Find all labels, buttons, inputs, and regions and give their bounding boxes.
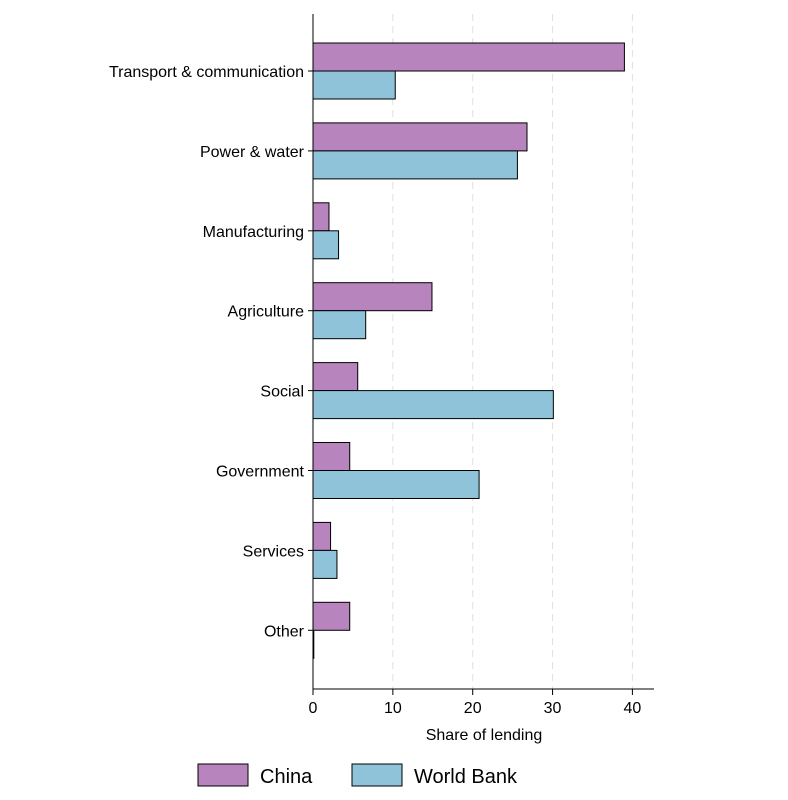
legend-swatch bbox=[351, 763, 403, 787]
x-axis-title: Share of lending bbox=[426, 727, 543, 744]
bar-world-bank bbox=[312, 230, 340, 260]
bar-china bbox=[312, 42, 625, 72]
category-label: Power & water bbox=[200, 144, 305, 161]
gridlines bbox=[392, 14, 633, 689]
legend-label: World Bank bbox=[414, 766, 518, 788]
category-label: Services bbox=[243, 543, 304, 560]
bar-world-bank bbox=[312, 470, 480, 499]
category-label: Other bbox=[264, 623, 305, 640]
bar-china bbox=[312, 442, 351, 471]
bar-china bbox=[312, 521, 332, 551]
bar-china bbox=[312, 202, 330, 232]
bar-world-bank bbox=[312, 150, 518, 180]
legend-swatch bbox=[197, 763, 249, 787]
axes bbox=[312, 14, 654, 690]
x-ticks: 0 10 20 30 40 bbox=[309, 689, 642, 717]
category-labels: Transport & communication Power & water Ma… bbox=[109, 64, 313, 640]
x-tick-label: 0 bbox=[309, 700, 318, 717]
bar-china bbox=[312, 282, 433, 312]
bar-world-bank bbox=[312, 549, 338, 579]
legend: China World Bank bbox=[197, 763, 518, 788]
bar-china bbox=[312, 601, 351, 631]
category-label: Social bbox=[260, 384, 304, 401]
x-tick-label: 10 bbox=[384, 700, 402, 717]
category-label: Manufacturing bbox=[203, 224, 304, 241]
category-label: Government bbox=[216, 464, 305, 481]
bar-world-bank bbox=[312, 310, 367, 340]
x-tick-label: 30 bbox=[544, 700, 562, 717]
category-label: Transport & communication bbox=[109, 64, 304, 81]
bar-china bbox=[312, 362, 359, 392]
x-tick-label: 40 bbox=[624, 700, 642, 717]
bar-world-bank bbox=[312, 390, 554, 420]
bar-world-bank bbox=[312, 70, 396, 100]
bars bbox=[312, 42, 625, 659]
x-tick-label: 20 bbox=[464, 700, 482, 717]
legend-label: China bbox=[260, 766, 313, 788]
category-label: Agriculture bbox=[228, 304, 305, 321]
bar-china bbox=[312, 122, 528, 152]
